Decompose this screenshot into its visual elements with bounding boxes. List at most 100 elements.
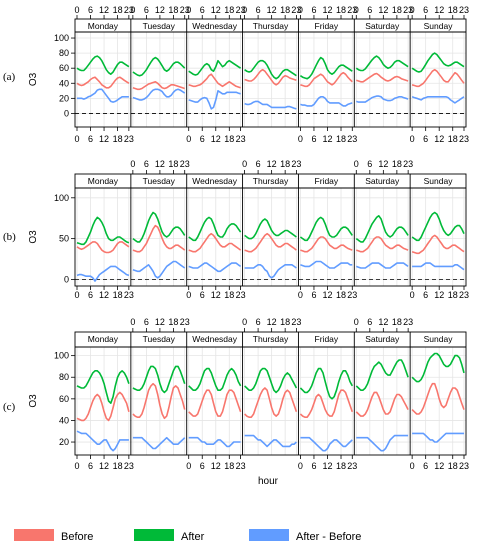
- x-tick-label: 0: [410, 5, 415, 15]
- strip-label: Friday: [315, 334, 339, 344]
- x-tick-label: 23: [291, 5, 301, 15]
- x-tick-label: 23: [347, 134, 357, 144]
- series-line: [411, 52, 465, 73]
- x-tick-label: 6: [311, 461, 316, 471]
- x-tick-label: 18: [392, 317, 402, 327]
- y-tick-label: 100: [54, 351, 69, 361]
- series-line: [132, 224, 186, 253]
- x-tick-label: 23: [291, 159, 301, 169]
- x-tick-label: 18: [336, 134, 346, 144]
- x-tick-label: 6: [200, 134, 205, 144]
- series-line: [244, 387, 298, 419]
- x-tick-label: 18: [168, 5, 178, 15]
- series-line: [132, 88, 186, 101]
- series-line: [355, 55, 409, 72]
- x-tick-label: 18: [224, 134, 234, 144]
- x-tick-label: 18: [392, 5, 402, 15]
- series-line: [244, 232, 297, 253]
- series-line: [299, 367, 354, 400]
- x-tick-label: 12: [378, 317, 388, 327]
- strip-label: Tuesday: [143, 21, 176, 31]
- series-before: [76, 382, 465, 422]
- x-tick-label: 23: [124, 5, 134, 15]
- series-line: [299, 389, 354, 419]
- x-tick-label: 18: [280, 5, 290, 15]
- x-tick-label: 0: [74, 5, 79, 15]
- series-line: [132, 260, 186, 279]
- series-line: [188, 262, 242, 273]
- x-tick-label: 12: [267, 159, 277, 169]
- y-axis-label: O3: [28, 394, 39, 408]
- series-line: [300, 236, 353, 253]
- x-tick-label: 0: [354, 159, 359, 169]
- series-line: [76, 55, 130, 75]
- series-line: [411, 382, 465, 415]
- y-tick-label: 100: [54, 33, 69, 43]
- series-line: [356, 95, 409, 103]
- legend-label: Before: [61, 531, 93, 543]
- legend-label: After: [181, 531, 205, 543]
- series-line: [355, 391, 409, 417]
- x-tick-label: 6: [256, 159, 261, 169]
- series-line: [76, 241, 130, 254]
- series-line: [412, 262, 465, 271]
- panel-label: (c): [3, 401, 16, 413]
- y-axis-label: O3: [28, 72, 39, 86]
- y-axis-label: O3: [28, 230, 39, 244]
- x-tick-label: 18: [113, 461, 123, 471]
- series-after-before: [76, 260, 465, 282]
- x-tick-label: 18: [224, 5, 234, 15]
- series-line: [355, 359, 409, 392]
- x-tick-label: 6: [88, 5, 93, 15]
- y-tick-label: 40: [59, 415, 69, 425]
- x-tick-label: 6: [144, 317, 149, 327]
- series-line: [412, 432, 464, 443]
- x-tick-label: 0: [298, 134, 303, 144]
- x-tick-label: 12: [267, 5, 277, 15]
- x-tick-label: 0: [298, 5, 303, 15]
- x-tick-label: 6: [367, 317, 372, 327]
- series-line: [411, 96, 465, 104]
- x-tick-label: 6: [367, 159, 372, 169]
- x-tick-label: 12: [155, 317, 165, 327]
- x-tick-label: 6: [423, 5, 428, 15]
- strip-label: Wednesday: [192, 334, 237, 344]
- x-tick-label: 6: [144, 159, 149, 169]
- series-line: [244, 59, 297, 80]
- panel-label: (a): [3, 71, 16, 83]
- legend-label: After - Before: [296, 531, 361, 543]
- x-tick-label: 6: [367, 5, 372, 15]
- y-tick-label: 80: [59, 48, 69, 58]
- x-tick-label: 12: [322, 134, 332, 144]
- x-tick-label: 12: [211, 461, 221, 471]
- x-tick-label: 6: [88, 134, 93, 144]
- strip-label: Wednesday: [192, 176, 237, 186]
- x-tick-label: 12: [434, 5, 444, 15]
- series-after: [76, 352, 465, 405]
- x-tick-label: 23: [403, 317, 413, 327]
- x-tick-label: 12: [211, 5, 221, 15]
- strip-label: Sunday: [424, 176, 454, 186]
- x-tick-label: 23: [459, 5, 469, 15]
- series-line: [411, 234, 465, 255]
- x-tick-label: 0: [186, 5, 191, 15]
- x-tick-label: 6: [200, 290, 205, 300]
- x-tick-label: 6: [200, 5, 205, 15]
- panel-frame: [74, 173, 467, 287]
- x-tick-label: 18: [392, 159, 402, 169]
- x-tick-label: 0: [354, 5, 359, 15]
- series-line: [76, 76, 130, 89]
- series-line: [411, 352, 465, 383]
- x-tick-label: 23: [236, 290, 246, 300]
- strip-label: Monday: [88, 334, 119, 344]
- strip-label: Sunday: [424, 21, 454, 31]
- x-tick-label: 6: [423, 461, 428, 471]
- y-tick-label: 50: [59, 234, 69, 244]
- x-tick-label: 6: [311, 5, 316, 15]
- series-line: [132, 81, 185, 91]
- x-tick-label: 0: [130, 5, 135, 15]
- series-line: [300, 96, 353, 107]
- series-line: [132, 382, 186, 420]
- x-tick-label: 12: [322, 461, 332, 471]
- series-line: [411, 211, 465, 242]
